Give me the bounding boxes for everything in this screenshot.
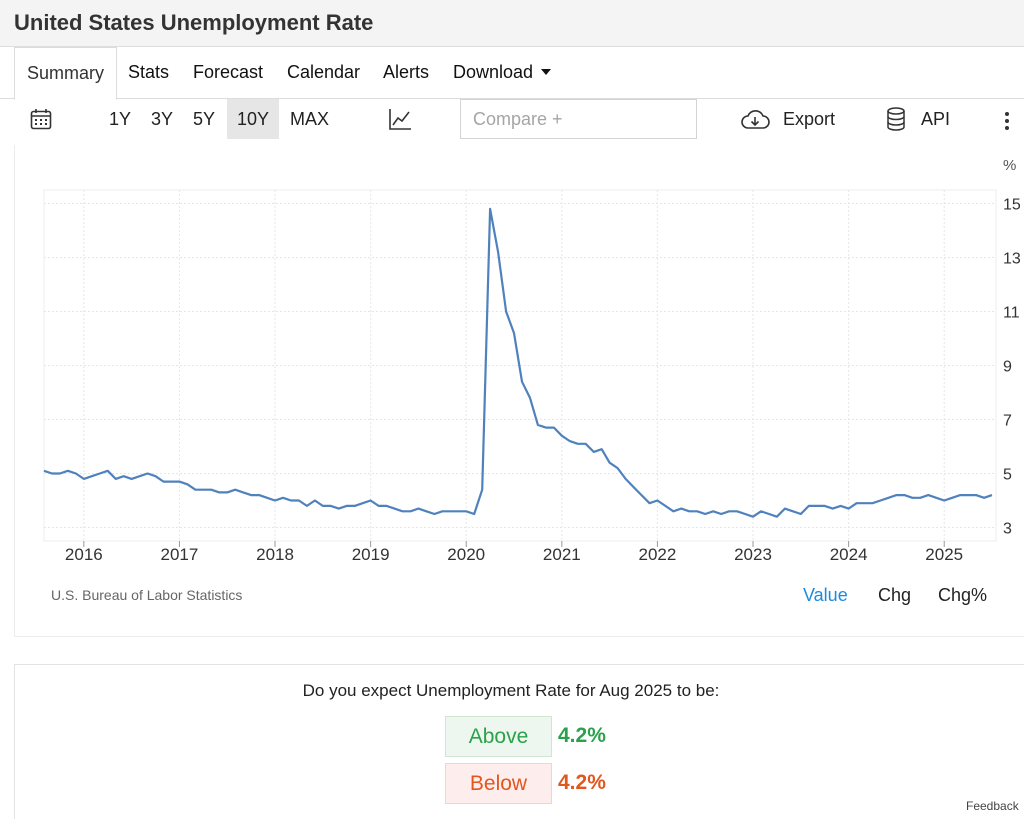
line-chart-icon[interactable] (388, 107, 412, 136)
y-tick-label: 7 (1003, 413, 1012, 430)
tab-forecast[interactable]: Forecast (193, 62, 264, 82)
chart-source: U.S. Bureau of Labor Statistics (51, 587, 243, 603)
title-bar: United States Unemployment Rate (0, 0, 1024, 47)
unemployment-rate-series-line[interactable] (43, 207, 993, 518)
export-label: Export (783, 108, 836, 129)
range-max-button[interactable]: MAX (290, 109, 330, 129)
tab-stats[interactable]: Stats (128, 62, 170, 82)
page-title: United States Unemployment Rate (14, 10, 374, 35)
database-icon (887, 107, 905, 131)
tab-calendar[interactable]: Calendar (287, 62, 361, 82)
more-vertical-icon[interactable] (1004, 111, 1010, 136)
x-tick-label: 2019 (352, 545, 390, 564)
feedback-link[interactable]: Feedback (966, 799, 1019, 813)
x-tick-label: 2022 (639, 545, 677, 564)
vote-below-button[interactable]: Below (445, 763, 552, 804)
y-axis-unit-label: % (1003, 157, 1017, 174)
unemployment-line-chart: 2016 2017 2018 2019 2020 2021 2022 2023 2024 2025… (43, 189, 1021, 564)
x-tick-label: 2018 (256, 545, 294, 564)
forecast-poll (14, 664, 1024, 819)
vote-above-button[interactable]: Above (445, 716, 552, 757)
x-tick-label: 2020 (447, 545, 485, 564)
tab-download-label: Download (453, 62, 534, 82)
below-value: 4.2% (558, 771, 606, 794)
above-value: 4.2% (558, 724, 606, 747)
tab-bar: Summary Stats Forecast Calendar Alerts D… (0, 47, 1024, 100)
x-tick-label: 2025 (925, 545, 963, 564)
view-chg-pct-button[interactable]: Chg% (938, 585, 988, 605)
x-tick-label: 2021 (543, 545, 581, 564)
chart-toolbar: 1Y 3Y 5Y 10Y MAX Export API (0, 99, 1024, 145)
api-button[interactable]: API (886, 107, 950, 131)
y-tick-label: 3 (1003, 521, 1012, 538)
range-10y-button[interactable]: 10Y (227, 99, 280, 139)
range-5y-button[interactable]: 5Y (193, 109, 216, 129)
view-value-button[interactable]: Value (803, 585, 848, 605)
y-tick-label: 9 (1003, 359, 1012, 376)
x-tick-label: 2017 (161, 545, 199, 564)
x-tick-label: 2016 (65, 545, 103, 564)
tab-summary[interactable]: Summary (14, 47, 118, 100)
y-tick-label: 13 (1003, 251, 1021, 268)
y-tick-label: 15 (1003, 197, 1021, 214)
range-3y-button[interactable]: 3Y (151, 109, 174, 129)
caret-down-icon (541, 68, 552, 75)
x-tick-label: 2024 (830, 545, 868, 564)
x-tick-label: 2023 (734, 545, 772, 564)
poll-question: Do you expect Unemployment Rate for Aug … (302, 681, 720, 700)
calendar-icon[interactable] (30, 108, 52, 135)
chart-panel (14, 145, 1024, 637)
tab-alerts[interactable]: Alerts (383, 62, 430, 82)
tab-download[interactable]: Download (453, 47, 552, 99)
view-chg-button[interactable]: Chg (878, 585, 912, 605)
export-button[interactable]: Export (740, 108, 835, 130)
y-tick-label: 11 (1003, 305, 1020, 322)
cloud-download-icon (741, 110, 770, 130)
api-label: API (921, 108, 951, 129)
compare-input[interactable] (460, 99, 697, 139)
range-1y-button[interactable]: 1Y (109, 109, 132, 129)
y-tick-label: 5 (1003, 467, 1012, 484)
